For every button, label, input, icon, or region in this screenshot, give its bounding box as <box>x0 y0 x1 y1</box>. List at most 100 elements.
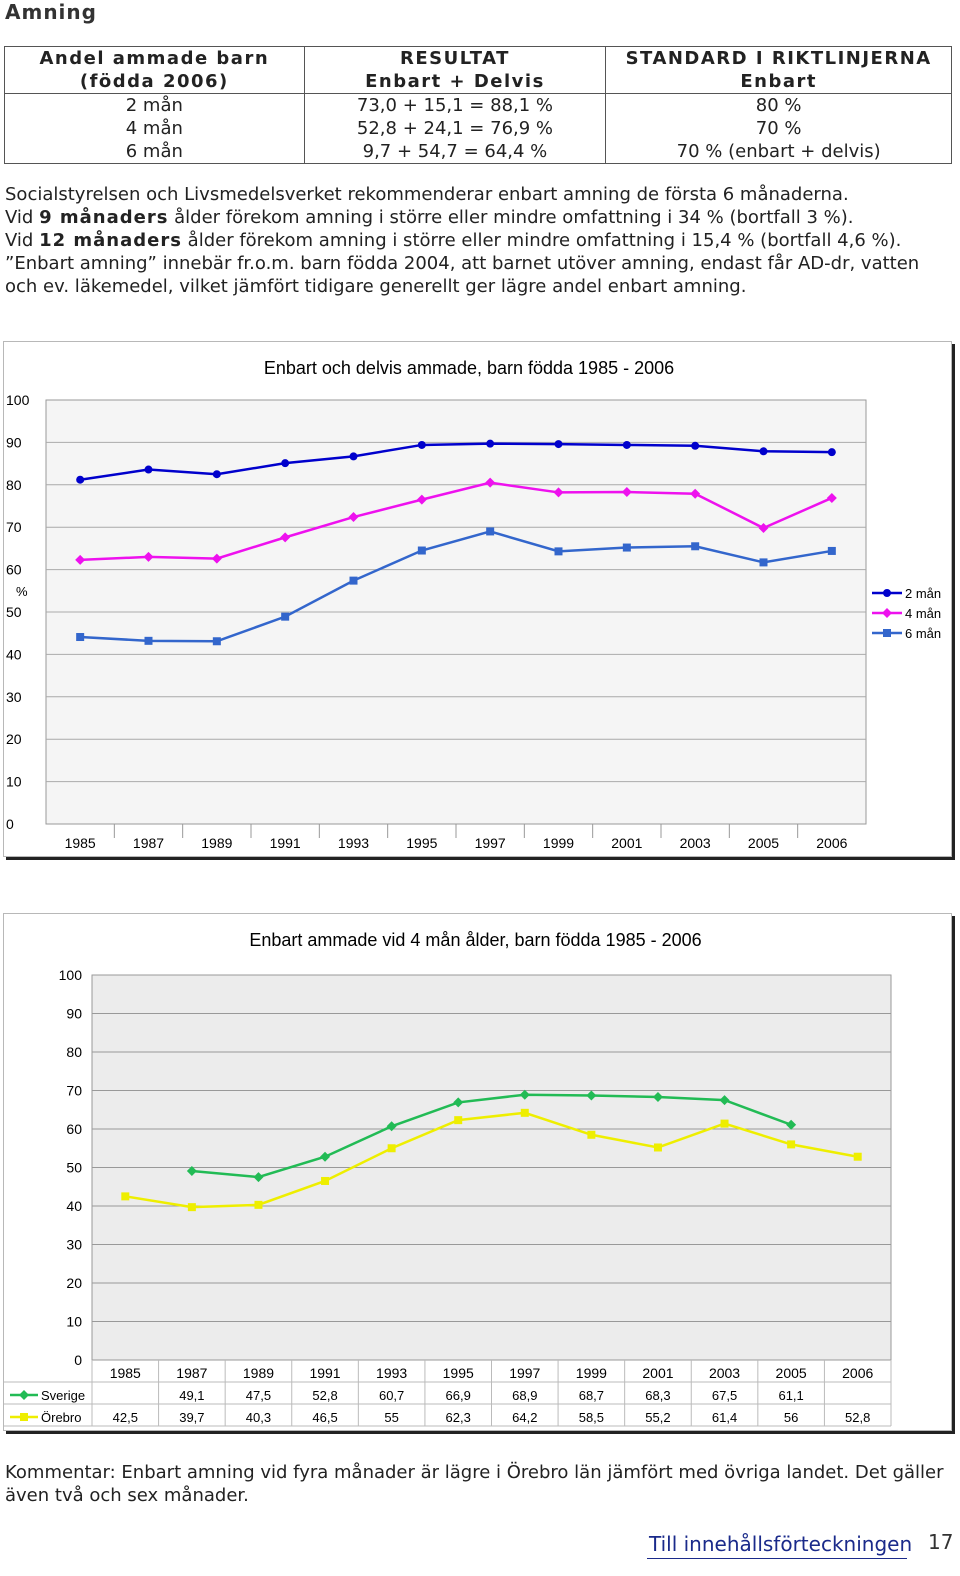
data-point <box>486 439 495 448</box>
table-cell-standard: 80 % 70 % 70 % (enbart + delvis) <box>605 93 952 164</box>
data-point <box>280 532 291 543</box>
x-tick-label: 1993 <box>376 1365 407 1381</box>
data-point <box>653 1143 662 1152</box>
cell-value: 80 % <box>755 95 802 116</box>
x-tick-label: 1985 <box>65 835 96 851</box>
data-point <box>827 448 836 457</box>
y-tick-label: 10 <box>66 1314 82 1330</box>
data-label: 52,8 <box>845 1410 870 1425</box>
y-tick-label: 70 <box>66 1083 82 1099</box>
header-line: Enbart + Delvis <box>365 71 545 92</box>
header-line: (födda 2006) <box>79 71 229 92</box>
data-point <box>387 1144 396 1153</box>
data-point <box>652 1092 663 1103</box>
series-6-mån <box>76 527 836 646</box>
data-point <box>348 512 359 523</box>
header-line: Enbart <box>740 71 817 92</box>
data-label: 61,1 <box>778 1388 803 1403</box>
text-fragment: Vid <box>5 207 40 228</box>
legend: 2 mån 4 mån 6 mån <box>872 586 941 641</box>
data-label: 68,9 <box>512 1388 537 1403</box>
x-tick-label: 2006 <box>842 1365 873 1381</box>
data-point <box>882 608 892 618</box>
data-point <box>486 527 495 536</box>
data-point <box>759 447 768 456</box>
data-point <box>787 1140 796 1149</box>
data-label: 56 <box>784 1410 798 1425</box>
x-tick-label: 1989 <box>243 1365 274 1381</box>
y-tick-label: 50 <box>6 604 22 620</box>
y-tick-label: 30 <box>66 1237 82 1253</box>
comment-text: Kommentar: Enbart amning vid fyra månade… <box>5 1462 944 1506</box>
data-point <box>883 589 891 597</box>
emphasis: 12 månaders <box>39 230 182 251</box>
data-point <box>254 1200 263 1209</box>
y-tick-label: 40 <box>66 1198 82 1214</box>
data-point <box>587 1130 596 1139</box>
legend-label: 2 mån <box>905 586 941 601</box>
text-line: Vid 12 månaders ålder förekom amning i s… <box>5 229 955 252</box>
data-label: 64,2 <box>512 1410 537 1425</box>
data-point <box>853 1152 862 1161</box>
text-line: Socialstyrelsen och Livsmedelsverket rek… <box>5 184 849 205</box>
data-point <box>554 547 563 556</box>
header-line: STANDARD I RIKTLINJERNA <box>625 48 932 69</box>
cell-value: 2 mån <box>125 95 183 116</box>
data-label: 40,3 <box>246 1410 271 1425</box>
series-line <box>80 530 833 643</box>
data-point <box>76 475 85 484</box>
series-line <box>125 1111 858 1209</box>
series-line <box>80 481 833 562</box>
x-tick-label: 1989 <box>201 835 232 851</box>
data-point <box>386 1121 397 1132</box>
data-point <box>281 612 290 621</box>
x-tick-label: 1995 <box>443 1365 474 1381</box>
data-label: 67,5 <box>712 1388 737 1403</box>
y-tick-label: 20 <box>6 731 22 747</box>
y-tick-label: 60 <box>6 562 22 578</box>
data-point <box>758 523 769 534</box>
chart-frame-1: Enbart och delvis ammade, barn födda 198… <box>3 341 952 857</box>
y-tick-label: 80 <box>6 477 22 493</box>
data-point <box>720 1119 729 1128</box>
data-point <box>19 1390 29 1400</box>
chart-frame-2: Enbart ammade vid 4 mån ålder, barn född… <box>3 913 952 1431</box>
x-tick-label: 1991 <box>309 1365 340 1381</box>
text-line: Vid 9 månaders ålder förekom amning i st… <box>5 206 955 229</box>
emphasis: 9 månaders <box>39 207 169 228</box>
cell-value: 52,8 + 24,1 = 76,9 % <box>356 118 554 139</box>
x-tick-label: 2001 <box>611 835 642 851</box>
data-point <box>454 1116 463 1125</box>
legend-label: 4 mån <box>905 606 941 621</box>
data-point <box>827 546 836 555</box>
text-line: ”Enbart amning” innebär fr.o.m. barn föd… <box>5 253 920 297</box>
data-label: 58,5 <box>579 1410 604 1425</box>
text-fragment: ålder förekom amning i större eller mind… <box>168 207 854 228</box>
y-axis-label: % <box>16 584 28 599</box>
y-tick-label: 40 <box>6 646 22 662</box>
y-tick-label: 20 <box>66 1275 82 1291</box>
data-point <box>586 1090 597 1101</box>
data-label: 46,5 <box>312 1410 337 1425</box>
intro-text: Socialstyrelsen och Livsmedelsverket rek… <box>5 183 955 298</box>
data-label: 52,8 <box>312 1388 337 1403</box>
data-point <box>211 553 222 564</box>
data-point <box>186 1165 197 1176</box>
data-point <box>553 487 564 498</box>
data-point <box>20 1413 28 1421</box>
legend-label: 6 mån <box>905 626 941 641</box>
data-point <box>622 543 631 552</box>
y-tick-label: 70 <box>6 519 22 535</box>
toc-link[interactable]: Till innehållsförteckningen <box>649 1532 913 1556</box>
x-tick-label: 1997 <box>475 835 506 851</box>
page-heading: Amning <box>5 0 97 24</box>
data-point <box>321 1176 330 1185</box>
y-tick-label: 0 <box>74 1352 82 1368</box>
y-tick-label: 100 <box>59 967 83 983</box>
series-Örebro <box>121 1108 862 1212</box>
cell-value: 9,7 + 54,7 = 64,4 % <box>362 141 548 162</box>
x-tick-label: 1997 <box>509 1365 540 1381</box>
data-point <box>144 636 153 645</box>
x-tick-label: 1985 <box>110 1365 141 1381</box>
table-header-row: Andel ammade barn (födda 2006) RESULTAT … <box>4 46 952 94</box>
